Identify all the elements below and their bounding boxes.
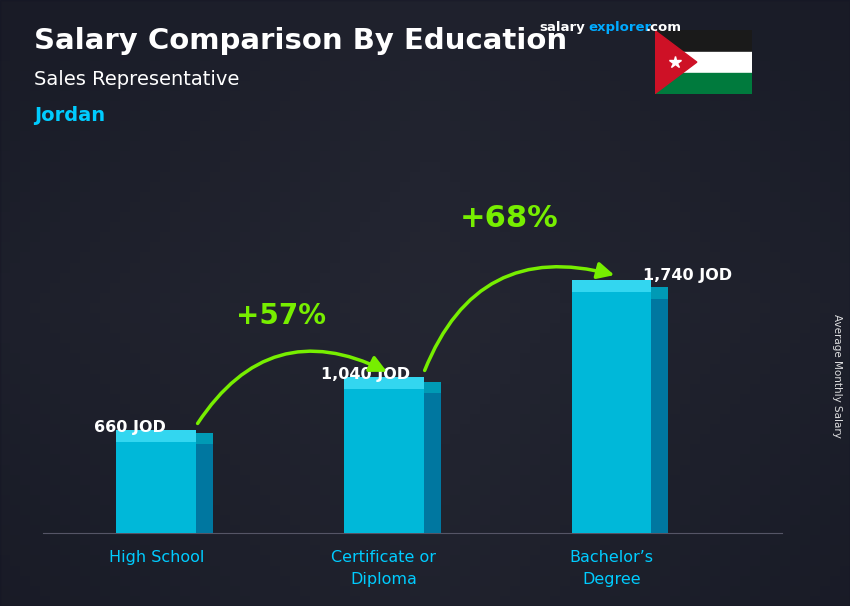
Bar <box>651 299 668 533</box>
Text: +57%: +57% <box>236 302 326 330</box>
Text: explorer: explorer <box>588 21 651 34</box>
Text: 1,040 JOD: 1,040 JOD <box>321 367 411 382</box>
Text: Sales Representative: Sales Representative <box>34 70 240 88</box>
Bar <box>344 389 423 533</box>
Bar <box>196 433 213 444</box>
Text: salary: salary <box>540 21 586 34</box>
Bar <box>571 291 651 533</box>
Text: Salary Comparison By Education: Salary Comparison By Education <box>34 27 567 55</box>
Text: Average Monthly Salary: Average Monthly Salary <box>832 314 842 438</box>
Text: +68%: +68% <box>460 204 558 233</box>
Text: .com: .com <box>646 21 682 34</box>
Bar <box>654 30 752 52</box>
Bar <box>116 442 196 533</box>
Bar <box>116 430 196 442</box>
Polygon shape <box>654 30 697 94</box>
Text: Jordan: Jordan <box>34 106 105 125</box>
Bar <box>423 393 440 533</box>
Bar <box>344 377 423 389</box>
Text: 660 JOD: 660 JOD <box>94 420 166 435</box>
Bar <box>196 444 213 533</box>
Bar <box>654 52 752 73</box>
Bar <box>571 280 651 291</box>
Bar <box>654 73 752 94</box>
Bar <box>423 382 440 393</box>
Text: 1,740 JOD: 1,740 JOD <box>643 268 733 283</box>
Bar <box>651 287 668 299</box>
